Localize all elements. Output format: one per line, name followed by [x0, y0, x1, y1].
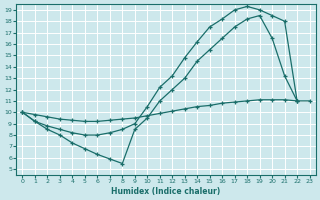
X-axis label: Humidex (Indice chaleur): Humidex (Indice chaleur) — [111, 187, 221, 196]
